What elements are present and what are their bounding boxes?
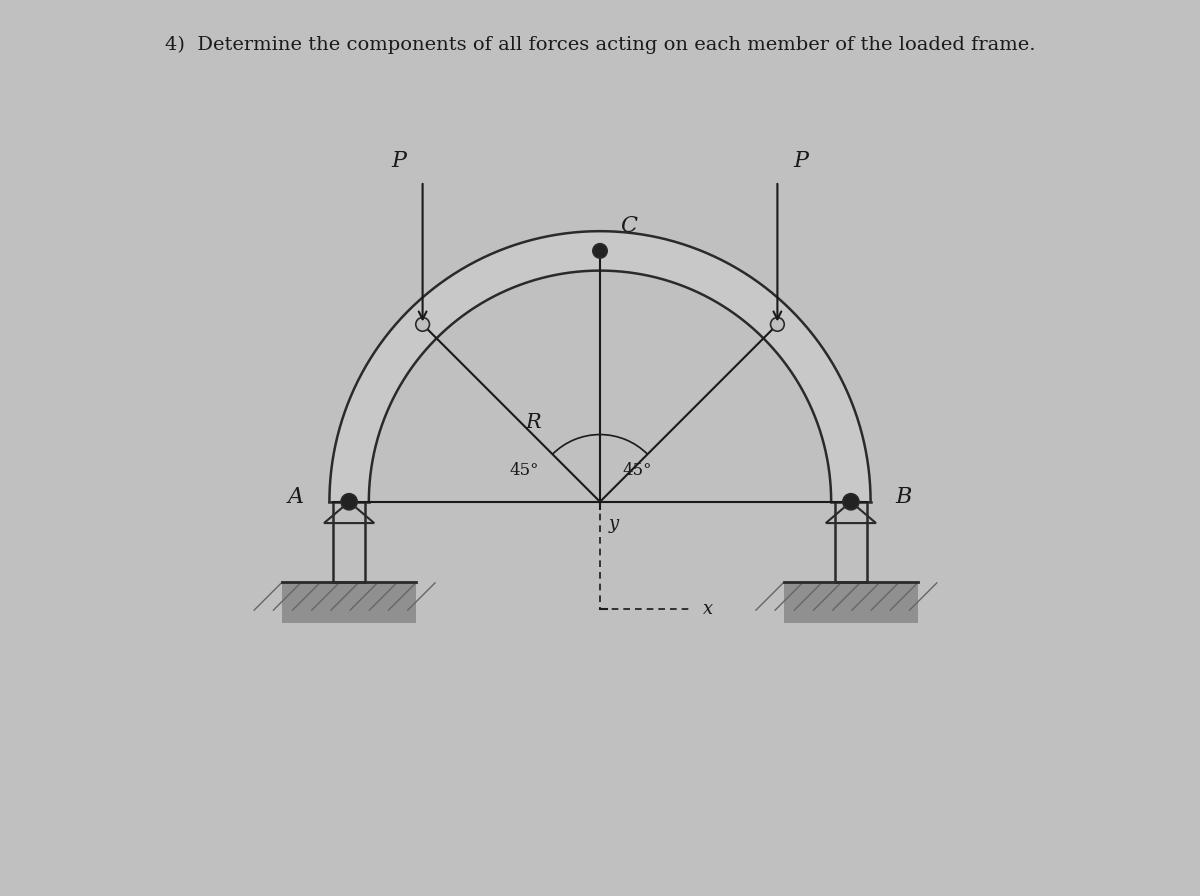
Text: y: y bbox=[608, 515, 619, 533]
Text: P: P bbox=[391, 150, 407, 172]
Text: 4)  Determine the components of all forces acting on each member of the loaded f: 4) Determine the components of all force… bbox=[164, 36, 1036, 54]
Circle shape bbox=[415, 317, 430, 332]
Text: B: B bbox=[895, 487, 912, 508]
Polygon shape bbox=[835, 502, 868, 582]
Polygon shape bbox=[282, 582, 416, 623]
Text: 45°: 45° bbox=[510, 462, 539, 479]
Circle shape bbox=[341, 494, 358, 510]
Polygon shape bbox=[330, 231, 870, 502]
Polygon shape bbox=[332, 502, 365, 582]
Text: C: C bbox=[619, 215, 637, 237]
Text: x: x bbox=[703, 600, 713, 618]
Circle shape bbox=[842, 494, 859, 510]
Circle shape bbox=[770, 317, 785, 332]
Text: R: R bbox=[524, 413, 540, 432]
Text: 45°: 45° bbox=[623, 462, 652, 479]
Text: A: A bbox=[288, 487, 305, 508]
Circle shape bbox=[593, 244, 607, 258]
Text: P: P bbox=[793, 150, 809, 172]
Polygon shape bbox=[784, 582, 918, 623]
